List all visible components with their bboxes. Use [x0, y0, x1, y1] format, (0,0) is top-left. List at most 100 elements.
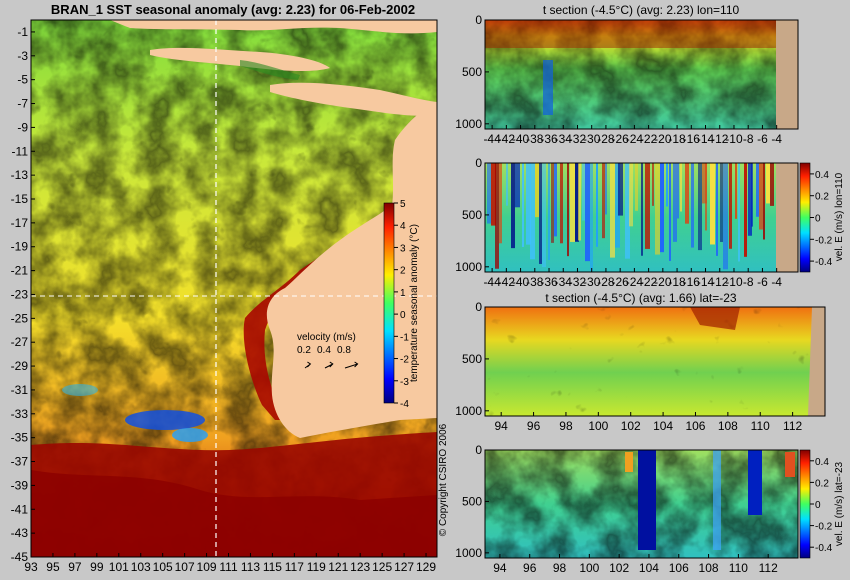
s3-y-label: 1000 [455, 404, 482, 418]
s2-x-label: -4 [771, 275, 782, 289]
map-x-label: 103 [131, 560, 151, 574]
map-y-label: -1 [17, 25, 28, 39]
map-cb-label: -2 [400, 355, 409, 366]
map-x-label: 129 [416, 560, 436, 574]
velocity-legend-value: 0.8 [337, 345, 351, 356]
map-y-label: -11 [12, 144, 29, 158]
section1-x-ticks: -44-42-40-38-36-34-32-30-28-26-24-22-20-… [483, 125, 782, 146]
s4-x-label: 102 [609, 561, 629, 575]
s2-x-label: -26 [611, 275, 629, 289]
s1-x-label: -22 [640, 132, 658, 146]
section1-plot [485, 20, 798, 129]
map-y-label: -45 [11, 550, 29, 564]
map-x-label: 123 [350, 560, 370, 574]
s2-y-label: 0 [475, 156, 482, 170]
s4-y-label: 1000 [455, 546, 482, 560]
section-cb-label: 0.4 [815, 170, 829, 181]
section3-x-ticks: 94 96 98 100 102 104 106 108 110 112 [495, 412, 803, 433]
s4-y-label: 0 [475, 443, 482, 457]
map-cb-label: 2 [400, 266, 406, 277]
s4-x-label: 100 [579, 561, 599, 575]
s3-x-label: 100 [588, 419, 608, 433]
section1-y-ticks: 0 500 1000 [455, 13, 489, 131]
map-x-label: 111 [219, 560, 238, 574]
map-colorbar-label: temperature seasonal anomaly (°C) [409, 224, 420, 382]
copyright-text: © Copyright CSIRO 2006 [438, 423, 449, 536]
map-cb-label: -1 [400, 332, 409, 343]
map-cb-label: 3 [400, 243, 406, 254]
section2-colorbar [799, 162, 811, 273]
map-y-label: -9 [17, 120, 28, 134]
s3-x-label: 110 [751, 419, 770, 433]
map-y-label: -25 [11, 311, 29, 325]
s2-x-label: -28 [597, 275, 615, 289]
s1-x-label: -40 [512, 132, 530, 146]
map-x-ticks: 93 95 97 99 101 103 105 107 109 111 113 115 117 119 12… [24, 553, 436, 574]
map-colorbar-ticks: 5 4 3 2 1 0 -1 -2 -3 -4 [394, 199, 409, 410]
velocity-legend-arrow [324, 361, 334, 369]
section4-colorbar-label: vel. E (m/s) lat=-23 [834, 461, 845, 546]
map-cb-label: 5 [400, 199, 406, 210]
map-x-label: 109 [197, 560, 217, 574]
velocity-legend-arrow [304, 361, 312, 369]
map-y-label: -31 [11, 383, 29, 397]
s2-y-label: 1000 [455, 260, 482, 274]
s1-y-label: 1000 [455, 117, 482, 131]
section-cb-label: -0.2 [815, 522, 833, 533]
s2-x-label: -10 [725, 275, 743, 289]
s2-x-label: -16 [683, 275, 701, 289]
map-cb-label: -4 [400, 399, 409, 410]
map-x-label: 107 [175, 560, 195, 574]
s2-x-label: -8 [743, 275, 754, 289]
s2-x-label: -42 [498, 275, 516, 289]
s4-x-label: 108 [699, 561, 719, 575]
section2-x-ticks: -44-42-40-38-36-34-32-30-28-26-24-22-20-… [483, 268, 782, 289]
section2-plot [485, 163, 798, 272]
map-y-label: -7 [17, 97, 28, 111]
s2-x-label: -34 [555, 275, 573, 289]
map-y-label: -27 [11, 335, 29, 349]
s1-x-label: -16 [683, 132, 701, 146]
map-y-label: -33 [11, 407, 29, 421]
s2-x-label: -14 [697, 275, 715, 289]
map-x-label: 113 [241, 560, 260, 574]
map-cb-label: 1 [400, 288, 406, 299]
s1-x-label: -32 [569, 132, 587, 146]
s2-x-label: -20 [654, 275, 672, 289]
s1-x-label: -18 [668, 132, 686, 146]
section1-title: t section (-4.5°C) (avg: 2.23) lon=110 [543, 3, 740, 17]
map-x-label: 105 [153, 560, 173, 574]
s4-x-label: 104 [639, 561, 659, 575]
section-cb-label: 0.2 [815, 478, 829, 489]
map-x-label: 125 [372, 560, 392, 574]
s3-x-label: 106 [685, 419, 705, 433]
section-cb-label: 0 [815, 500, 821, 511]
velocity-legend: 0.2 0.4 0.8 [297, 345, 359, 369]
s1-x-label: -20 [654, 132, 672, 146]
s3-x-label: 98 [559, 419, 573, 433]
map-x-label: 95 [46, 560, 60, 574]
map-y-label: -37 [11, 455, 29, 469]
s1-x-label: -28 [597, 132, 615, 146]
map-x-label: 97 [68, 560, 82, 574]
map-cb-label: -3 [400, 377, 409, 388]
s3-y-label: 0 [475, 300, 482, 314]
s4-x-label: 94 [493, 561, 507, 575]
section2-colorbar-label: vel. E (m/s) lon=110 [834, 172, 845, 261]
map-y-label: -23 [11, 287, 29, 301]
section4-x-ticks: 94 96 98 100 102 104 106 108 110 112 [493, 554, 778, 575]
s1-y-label: 0 [475, 13, 482, 27]
section3-y-ticks: 0 500 1000 [455, 300, 489, 418]
s2-x-label: -12 [711, 275, 729, 289]
map-x-label: 119 [307, 560, 326, 574]
map-x-label: 101 [109, 560, 129, 574]
s4-x-label: 110 [729, 561, 748, 575]
s2-y-label: 500 [462, 208, 482, 222]
s1-x-label: -10 [725, 132, 743, 146]
s4-x-label: 98 [553, 561, 567, 575]
s2-x-label: -30 [583, 275, 601, 289]
s2-x-label: -36 [540, 275, 558, 289]
map-x-label: 99 [90, 560, 104, 574]
map-y-label: -13 [11, 168, 29, 182]
